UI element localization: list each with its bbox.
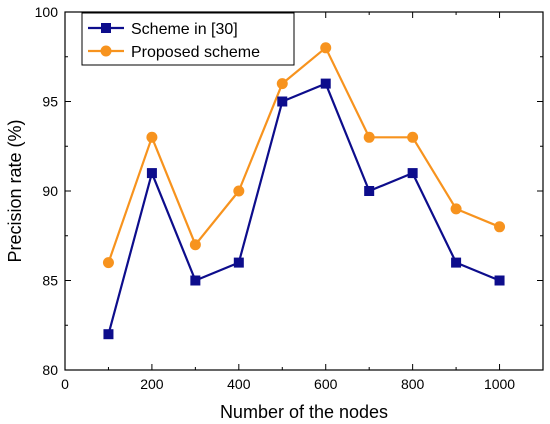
data-point bbox=[103, 329, 114, 340]
series-0 bbox=[103, 78, 505, 340]
data-point bbox=[494, 221, 506, 233]
y-tick-label: 95 bbox=[42, 94, 58, 110]
data-point bbox=[407, 131, 419, 143]
x-axis-ticks: 0 200 400 600 800 1000 bbox=[61, 12, 544, 392]
data-point bbox=[146, 168, 157, 179]
x-tick-label: 1000 bbox=[484, 376, 515, 392]
x-tick-label: 200 bbox=[140, 376, 164, 392]
legend: Scheme in [30] Proposed scheme bbox=[81, 12, 295, 66]
x-axis-title: Number of the nodes bbox=[220, 402, 388, 422]
data-point bbox=[233, 185, 245, 197]
data-point bbox=[189, 239, 201, 251]
series-1 bbox=[102, 42, 506, 269]
legend-marker bbox=[100, 45, 112, 57]
data-point bbox=[102, 257, 114, 269]
data-point bbox=[277, 96, 288, 107]
data-point bbox=[364, 186, 375, 196]
legend-label: Scheme in [30] bbox=[131, 21, 238, 38]
legend-label: Proposed scheme bbox=[131, 44, 260, 61]
data-point bbox=[320, 42, 332, 54]
data-point bbox=[320, 78, 331, 89]
data-point bbox=[494, 275, 505, 286]
x-tick-label: 800 bbox=[401, 376, 425, 392]
y-axis-title: Precision rate (%) bbox=[5, 119, 25, 262]
series-line bbox=[107, 82, 500, 335]
data-point bbox=[190, 275, 201, 286]
legend-marker bbox=[101, 23, 111, 33]
y-axis-ticks: 80 85 90 95 100 bbox=[35, 4, 543, 378]
x-tick-label: 400 bbox=[227, 376, 251, 392]
x-tick-label: 600 bbox=[314, 376, 338, 392]
legend-box bbox=[81, 12, 295, 66]
data-point bbox=[363, 131, 375, 143]
y-tick-label: 80 bbox=[42, 362, 58, 378]
data-point bbox=[233, 257, 244, 268]
series-line bbox=[107, 46, 500, 263]
data-point bbox=[451, 257, 462, 268]
y-tick-label: 85 bbox=[42, 273, 58, 289]
data-point bbox=[146, 131, 158, 143]
legend-items: Scheme in [30] Proposed scheme bbox=[88, 21, 260, 61]
x-tick-label: 0 bbox=[61, 376, 69, 392]
data-point bbox=[276, 78, 288, 90]
data-point bbox=[450, 203, 462, 215]
y-tick-label: 100 bbox=[35, 4, 59, 20]
data-point bbox=[407, 168, 418, 179]
y-tick-label: 90 bbox=[42, 183, 58, 199]
series-layer bbox=[102, 42, 506, 340]
